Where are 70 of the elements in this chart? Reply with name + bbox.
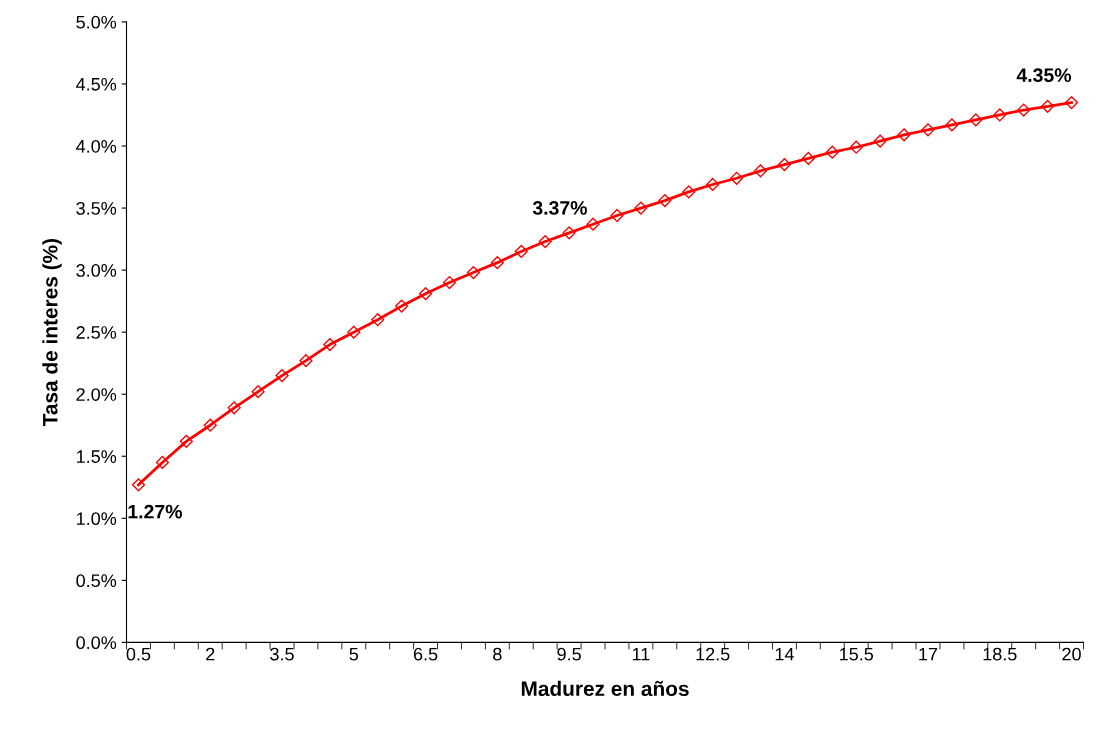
x-tick-label: 12.5 [696,647,730,661]
point [538,234,552,249]
point [131,478,146,492]
point [155,455,169,470]
point [251,385,265,399]
point [801,151,815,165]
x-tick-label: 5 [349,647,359,661]
point [849,140,863,154]
point [873,134,887,148]
y-axis-title: Tasa de interes (%) [42,239,62,427]
point [993,108,1007,122]
point [418,287,433,301]
x-tick-label: 17 [919,647,938,661]
point [1017,103,1031,117]
point [299,354,313,368]
x-tick-label: 6.5 [413,647,438,661]
y-tick-label: 0.0% [76,636,117,650]
point [634,201,648,215]
x-tick-label: 8 [493,647,502,661]
x-tick-label: 20 [1062,647,1081,661]
x-tick-label: 11 [632,647,650,661]
x-tick-label: 9.5 [557,647,581,661]
y-tick-label: 4.0% [76,139,117,153]
point [706,177,720,192]
point [275,368,289,383]
data-label: 4.35% [1016,68,1072,83]
point [825,145,839,159]
point [753,164,768,178]
point [323,337,337,352]
x-tick-label: 18.5 [983,647,1017,661]
point [347,325,361,339]
point [490,256,504,270]
y-tick-label: 4.5% [76,77,117,91]
y-tick-label: 3.5% [76,201,117,215]
point [682,185,696,199]
y-tick-label: 2.0% [76,388,117,401]
x-tick-label: 0.5 [126,647,151,661]
point [395,299,409,313]
data-label: 3.37% [532,201,587,215]
point [562,226,576,240]
point [442,275,457,290]
point [897,128,911,142]
y-tick-label: 0.5% [76,574,117,588]
point [658,194,672,208]
point [921,123,935,137]
point [1064,95,1079,110]
point [179,434,193,448]
point [729,171,744,185]
x-tick-label: 2 [206,647,215,661]
data-label: 1.27% [128,504,182,519]
point [371,313,385,327]
point [203,418,217,432]
x-tick-label: 15.5 [840,647,874,661]
point [227,401,241,415]
point [586,217,600,231]
point [969,113,983,127]
y-tick-label: 1.0% [77,512,117,526]
point [1041,99,1055,113]
x-axis-title: Madurez en años [521,680,689,697]
y-tick-label: 5.0% [76,15,117,29]
point [777,158,792,172]
x-tick-label: 3.5 [270,647,294,661]
y-tick-label: 3.0% [76,264,117,277]
point [466,265,481,280]
x-tick-label: 14 [775,647,794,661]
point [945,118,959,132]
point [610,208,624,223]
y-tick-label: 1.5% [77,450,117,463]
y-tick-label: 2.5% [76,326,117,339]
point [514,244,528,259]
